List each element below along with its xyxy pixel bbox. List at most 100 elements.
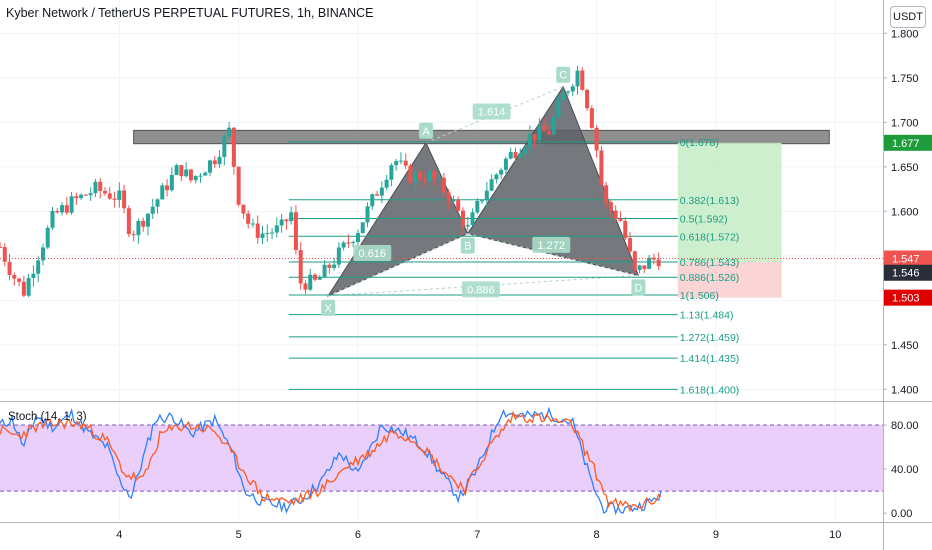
- stop-zone: [677, 262, 782, 298]
- candle-body: [418, 172, 423, 180]
- pattern-ratio-label: 1.614: [478, 106, 506, 118]
- price-tick-label: 1.700: [891, 117, 919, 129]
- current-price-label: 1.546: [892, 268, 920, 280]
- candle-body: [441, 177, 446, 193]
- last-price-label: 1.547: [892, 254, 920, 266]
- candle-body: [389, 165, 394, 180]
- candle-body: [537, 125, 542, 141]
- candle-body: [126, 208, 131, 235]
- candle-body: [527, 134, 532, 148]
- pattern-triangle-xab: [326, 141, 469, 298]
- candle-body: [50, 210, 55, 228]
- candle-body: [384, 179, 389, 188]
- candle-body: [64, 205, 69, 213]
- time-axis: 4 5 6 7 8 9 10: [116, 529, 841, 541]
- candle-body: [437, 177, 442, 180]
- candle-body: [308, 274, 313, 290]
- candle-body: [293, 212, 298, 251]
- candle-body: [150, 206, 155, 214]
- candle-body: [93, 181, 98, 194]
- candle-body: [565, 91, 570, 93]
- candle-body: [523, 147, 528, 154]
- stoch-tick-label: 80.00: [891, 420, 919, 432]
- candle-body: [179, 165, 184, 177]
- candle-body: [360, 222, 365, 234]
- time-tick-label: 5: [236, 529, 242, 541]
- chart-title: Kyber Network / TetherUS PERPETUAL FUTUR…: [6, 6, 374, 20]
- candle-body: [117, 190, 122, 200]
- pattern-point-label: B: [464, 241, 471, 253]
- candle-body: [188, 169, 193, 181]
- pattern-point-label: D: [634, 282, 642, 294]
- fib-label: 0.618(1.572): [680, 231, 740, 243]
- pattern-point-label: A: [422, 126, 430, 138]
- fib-label: 0.382(1.613): [680, 195, 740, 207]
- fib-label: 1.414(1.435): [680, 353, 740, 365]
- candle-body: [317, 277, 322, 280]
- candle-body: [480, 200, 485, 202]
- candle-body: [513, 152, 518, 159]
- candle-body: [284, 219, 289, 222]
- candle-body: [260, 233, 265, 238]
- candle-body: [88, 193, 93, 196]
- candle-body: [580, 70, 585, 90]
- candle-body: [503, 158, 508, 170]
- candle-body: [575, 70, 580, 87]
- candle-body: [398, 160, 403, 162]
- target-price-label-bg: [884, 134, 932, 151]
- fib-label: 0.786(1.543): [680, 257, 740, 269]
- pattern-point-label: X: [324, 303, 332, 315]
- pattern-ratio-label: 1.272: [538, 240, 566, 252]
- pattern-ratio-label: 0.886: [467, 284, 495, 296]
- price-tick-label: 1.800: [891, 28, 919, 40]
- price-tick-label: 1.400: [891, 384, 919, 396]
- candle-body: [174, 165, 179, 175]
- candle-body: [355, 233, 360, 243]
- candle-body: [203, 172, 208, 176]
- pattern-point-box: [321, 299, 336, 316]
- candle-body: [241, 204, 246, 214]
- candle-body: [604, 185, 609, 203]
- currency-unit-button[interactable]: USDT: [890, 6, 926, 28]
- fib-levels: 0(1.678) 0.382(1.613) 0.5(1.592) 0.618(1.57…: [288, 137, 740, 396]
- candle-body: [656, 259, 661, 267]
- candle-body: [265, 233, 270, 235]
- candle-body: [637, 265, 642, 270]
- candle-body: [222, 136, 227, 157]
- candle-body: [632, 251, 637, 270]
- candle-body: [532, 134, 537, 141]
- candle-body: [274, 225, 279, 233]
- candle-body: [432, 171, 437, 180]
- candle-body: [212, 160, 217, 165]
- candle-body: [618, 219, 623, 221]
- target-zone: [677, 142, 782, 263]
- candle-body: [217, 156, 222, 165]
- candle-body: [169, 174, 174, 191]
- fib-label: 0(1.678): [680, 137, 719, 149]
- fib-label: 0.886(1.526): [680, 272, 740, 284]
- candle-body: [446, 192, 451, 202]
- candle-body: [303, 283, 308, 290]
- pattern-point-box: [556, 66, 571, 83]
- candle-body: [270, 232, 275, 234]
- candle-body: [17, 278, 22, 282]
- candle-body: [141, 220, 146, 227]
- candle-body: [570, 86, 575, 92]
- time-tick-label: 7: [474, 529, 480, 541]
- candle-body: [422, 179, 427, 182]
- candle-body: [365, 206, 370, 223]
- pattern-ratio-box: [461, 281, 500, 298]
- candle-body: [642, 265, 647, 269]
- time-tick-label: 9: [713, 529, 719, 541]
- candle-body: [289, 212, 294, 222]
- candle-body: [322, 264, 327, 278]
- candle-body: [465, 225, 470, 227]
- pattern-ratio-box: [353, 244, 392, 261]
- fib-label: 1(1.506): [680, 290, 719, 302]
- candle-body: [647, 257, 652, 269]
- candle-body: [542, 125, 547, 132]
- candle-body: [456, 200, 461, 211]
- candle-body: [408, 165, 413, 183]
- pattern-point-box: [418, 122, 433, 139]
